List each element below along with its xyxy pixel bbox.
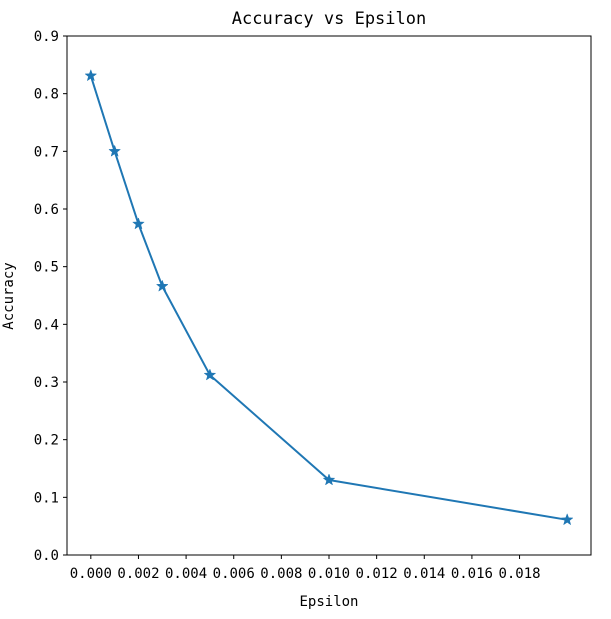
- data-point-marker: [84, 69, 98, 82]
- x-tick-label: 0.006: [213, 566, 255, 582]
- data-point-marker: [108, 144, 122, 157]
- y-tick-label: 0.5: [34, 260, 59, 276]
- x-tick-label: 0.000: [70, 566, 112, 582]
- x-tick-label: 0.018: [498, 566, 540, 582]
- data-point-marker: [155, 279, 169, 292]
- chart-title: Accuracy vs Epsilon: [232, 9, 426, 29]
- y-tick-label: 0.2: [34, 433, 59, 449]
- data-point-marker: [322, 473, 336, 486]
- y-tick-label: 0.6: [34, 202, 59, 218]
- y-tick-label: 0.1: [34, 490, 59, 506]
- x-axis-label: Epsilon: [299, 594, 358, 610]
- y-axis-label: Accuracy: [1, 262, 17, 329]
- y-tick-label: 0.0: [34, 548, 59, 564]
- y-tick-label: 0.3: [34, 375, 59, 391]
- x-tick-label: 0.008: [260, 566, 302, 582]
- y-tick-label: 0.7: [34, 144, 59, 160]
- x-tick-label: 0.004: [165, 566, 207, 582]
- plot-area: [84, 69, 574, 526]
- data-point-marker: [132, 217, 145, 230]
- y-tick-label: 0.8: [34, 87, 59, 103]
- data-point-marker: [560, 513, 574, 526]
- x-tick-label: 0.012: [356, 566, 398, 582]
- x-tick-label: 0.014: [403, 566, 445, 582]
- x-tick-label: 0.016: [451, 566, 493, 582]
- y-tick-label: 0.9: [34, 29, 59, 45]
- y-tick-label: 0.4: [34, 317, 59, 333]
- x-tick-label: 0.002: [117, 566, 159, 582]
- x-tick-label: 0.010: [308, 566, 350, 582]
- data-point-marker: [203, 368, 217, 381]
